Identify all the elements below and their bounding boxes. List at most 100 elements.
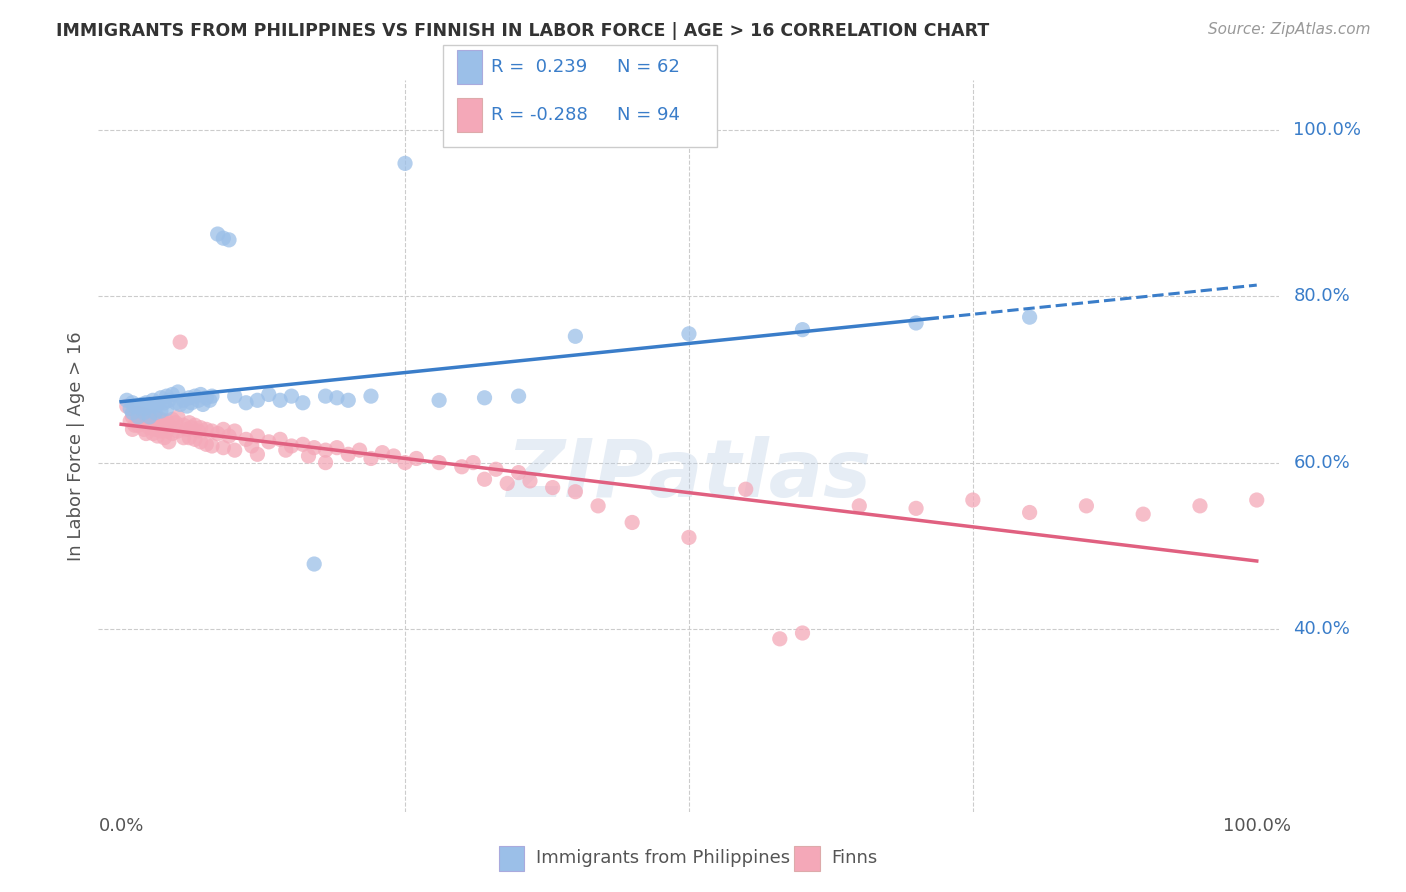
Point <box>162 426 183 441</box>
Point <box>155 424 177 438</box>
Point <box>405 451 427 466</box>
Point <box>132 408 155 422</box>
Text: Finns: Finns <box>831 849 877 867</box>
Point <box>315 456 337 470</box>
Text: R = -0.288: R = -0.288 <box>491 106 588 124</box>
Point <box>792 626 814 640</box>
Point <box>167 424 190 438</box>
Point <box>519 474 541 488</box>
Point <box>127 399 149 413</box>
Point <box>201 439 224 453</box>
Point <box>179 416 201 430</box>
Point <box>165 416 187 430</box>
Point <box>201 389 224 403</box>
Point <box>269 393 291 408</box>
Text: N = 62: N = 62 <box>617 58 681 76</box>
Point <box>360 389 382 403</box>
Point <box>124 399 146 413</box>
Point <box>131 397 153 411</box>
Point <box>496 476 519 491</box>
Point <box>302 557 325 571</box>
Point <box>195 422 218 436</box>
Point <box>315 389 337 403</box>
Point <box>121 409 143 424</box>
Point <box>371 445 394 459</box>
Point <box>190 434 212 449</box>
Point <box>149 424 172 438</box>
Point <box>165 396 187 410</box>
Point <box>115 399 138 413</box>
Point <box>173 431 195 445</box>
Point <box>905 501 928 516</box>
Point <box>218 233 240 247</box>
Point <box>167 409 190 424</box>
Point <box>1132 507 1154 521</box>
Point <box>905 316 928 330</box>
Point <box>190 387 212 401</box>
Point <box>120 414 142 428</box>
Point <box>427 456 450 470</box>
Point <box>678 530 700 544</box>
Point <box>198 393 221 408</box>
Point <box>180 421 202 435</box>
Point <box>485 462 508 476</box>
Point <box>143 409 166 424</box>
Point <box>138 399 160 413</box>
Point <box>349 443 371 458</box>
Point <box>848 499 870 513</box>
Point <box>315 443 337 458</box>
Point <box>212 441 235 455</box>
Point <box>246 429 269 443</box>
Point <box>564 484 586 499</box>
Point <box>274 443 297 458</box>
Point <box>138 409 160 424</box>
Point <box>142 393 165 408</box>
Point <box>143 422 166 436</box>
Point <box>153 396 176 410</box>
Point <box>1246 493 1268 508</box>
Point <box>326 391 349 405</box>
Point <box>132 406 155 420</box>
Point <box>162 412 183 426</box>
Point <box>142 426 165 441</box>
Point <box>474 472 496 486</box>
Point <box>1076 499 1098 513</box>
Point <box>146 429 169 443</box>
Point <box>121 406 143 420</box>
Point <box>201 424 224 438</box>
Point <box>394 156 416 170</box>
Point <box>135 426 157 441</box>
Point <box>212 422 235 436</box>
Point <box>291 437 314 451</box>
Point <box>734 482 756 496</box>
Point <box>474 391 496 405</box>
Point <box>157 418 180 433</box>
Point <box>450 459 472 474</box>
Point <box>127 418 149 433</box>
Point <box>135 396 157 410</box>
Text: N = 94: N = 94 <box>617 106 681 124</box>
Point <box>155 389 177 403</box>
Point <box>337 447 360 461</box>
Point <box>155 414 177 428</box>
Point <box>184 433 207 447</box>
Point <box>427 393 450 408</box>
Point <box>176 422 198 436</box>
Point <box>360 451 382 466</box>
Text: ZIPatlas: ZIPatlas <box>506 436 872 515</box>
Point <box>302 441 325 455</box>
Point <box>1188 499 1211 513</box>
Point <box>235 396 257 410</box>
Point <box>138 421 160 435</box>
Point <box>169 397 191 411</box>
Text: R =  0.239: R = 0.239 <box>491 58 586 76</box>
Point <box>138 409 160 424</box>
Point <box>162 387 183 401</box>
Point <box>564 329 586 343</box>
Point <box>143 399 166 413</box>
Point <box>224 424 246 438</box>
Point <box>541 481 564 495</box>
Point <box>190 421 212 435</box>
Point <box>176 399 198 413</box>
Point <box>235 433 257 447</box>
